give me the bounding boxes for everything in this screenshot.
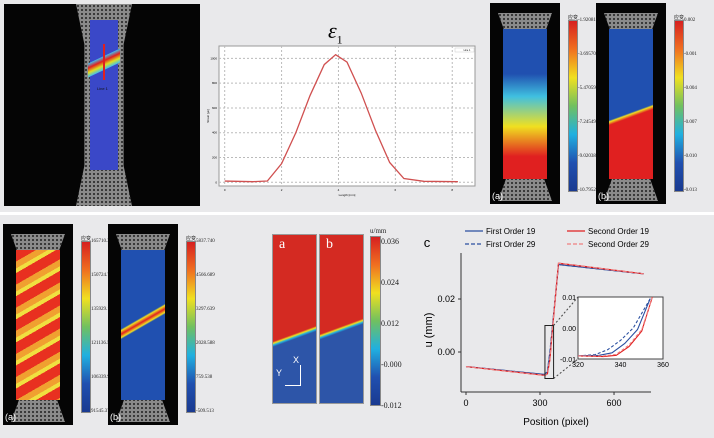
tick-label: 340 (615, 362, 627, 369)
colorbar-tick: 121136.57173 (91, 341, 120, 346)
legend-label: Second Order 29 (588, 240, 649, 249)
tick-label: 300 (532, 398, 547, 408)
displacement-map-b: b (319, 234, 364, 404)
axis-y-label: Y (276, 368, 283, 378)
colorbar-tick: 135929.18217 (91, 307, 120, 312)
plot-area (218, 45, 476, 187)
x-axis-label: Position (pixel) (523, 417, 589, 428)
colorbar-tick: 0.012 (381, 319, 399, 328)
colorbar-tr-b (674, 20, 684, 192)
colorbar-bl-b (186, 241, 196, 413)
divider (0, 212, 714, 215)
colorbar-tick: 759.538 (196, 375, 213, 380)
colorbar-tick: 2028.588 (196, 341, 215, 346)
zoom-box (544, 325, 555, 379)
tick-label: 6 (395, 188, 397, 192)
specimen-image-bl-b: (b) (108, 224, 178, 425)
tick-label: 0 (215, 180, 217, 184)
legend-label: First Order 19 (486, 227, 536, 236)
tick-label: 800 (212, 81, 217, 85)
colorbar-tick: -9.02038 (578, 154, 596, 159)
legend-label: Second Order 19 (588, 227, 649, 236)
displacement-profile-chart: c u (mm) 0 300 600 0.00 0.02 Position (pixel) Fi… (423, 227, 669, 428)
legend-label: Line 1 (464, 49, 471, 52)
tick-label: 0 (224, 188, 226, 192)
tick-label: 320 (572, 362, 584, 369)
specimen-image-tr-a: (a) (490, 3, 560, 204)
colorbar-tick: 106339.97619 (91, 375, 120, 380)
panel-label: c (424, 235, 431, 250)
colorbar-tick: 0.036 (381, 237, 399, 246)
colorbar-tick: 5837.740 (196, 239, 215, 244)
colorbar-tick: -509.513 (196, 409, 214, 414)
colorbar-tick: -0.007 (684, 120, 697, 125)
strain-line-chart: 0 200 400 600 800 1000 0 2 4 6 8 Line 1 Length [mm] S… (206, 45, 476, 197)
colorbar-tick: 3297.639 (196, 307, 215, 312)
colorbar-tick: 0.002 (684, 18, 696, 23)
inset-series-line (578, 296, 653, 357)
tick-label: 0.00 (562, 326, 576, 333)
tick-label: 360 (657, 362, 669, 369)
colorbar-tick: -5.47059 (578, 86, 596, 91)
tick-label: 0 (463, 398, 468, 408)
colorbar-tick: 165710.37320 (91, 239, 120, 244)
tick-label: 0.02 (437, 294, 455, 304)
colorbar-tick: 91545.37320 (91, 409, 118, 414)
legend (454, 47, 475, 53)
colorbar-tick: -0.010 (684, 154, 697, 159)
tick-label: 8 (451, 188, 453, 192)
legend-label: First Order 29 (486, 240, 536, 249)
colorbar-tick: -0.013 (684, 188, 697, 193)
tick-label: 0.00 (437, 347, 455, 357)
colorbar-tick: -7.24549 (578, 120, 596, 125)
tick-label: 1000 (210, 56, 217, 60)
y-axis-label: u (mm) (423, 313, 435, 348)
specimen-image-bl-a: (a) (3, 224, 73, 425)
strain-curve (224, 53, 458, 183)
tick-label: 200 (212, 156, 217, 160)
tick-label: 600 (212, 106, 217, 110)
colorbar-tick: -0.004 (684, 86, 697, 91)
tick-label: 400 (212, 131, 217, 135)
specimen-image-tr-b: (b) (596, 3, 666, 204)
inset-plot (577, 296, 664, 360)
probe-label: Line 1 (97, 86, 108, 91)
colorbar-tick: 150724.77620 (91, 273, 120, 278)
axis-x-label: X (293, 355, 300, 365)
colorbar-tick: -0.000 (381, 360, 402, 369)
colorbar-tick: 4566.689 (196, 273, 215, 278)
colorbar-bl-a (81, 241, 91, 413)
y-axis-label: Strain [με] (206, 109, 210, 123)
strain-chart-title: ε1 (328, 18, 343, 47)
colorbar-tick: -10.79527 (578, 188, 599, 193)
colorbar-tick: -0.001 (684, 52, 697, 57)
tick-label: -0.01 (560, 357, 576, 364)
displacement-map-a: a X Y (272, 234, 317, 404)
x-axis-label: Length [mm] (339, 193, 356, 197)
tick-label: 0.01 (562, 295, 576, 302)
colorbar-tick: 0.024 (381, 278, 399, 287)
tick-label: 2 (281, 188, 283, 192)
colorbar-tick: -1.92081 (578, 18, 596, 23)
strain-overlay-image: Line 1 (4, 4, 200, 206)
colorbar-tick: -0.012 (381, 401, 402, 410)
colorbar-tick: -3.69570 (578, 52, 596, 57)
colorbar-tr-a (568, 20, 578, 192)
tick-label: 600 (607, 398, 622, 408)
tick-label: 4 (338, 188, 340, 192)
displacement-colorbar (370, 236, 381, 406)
